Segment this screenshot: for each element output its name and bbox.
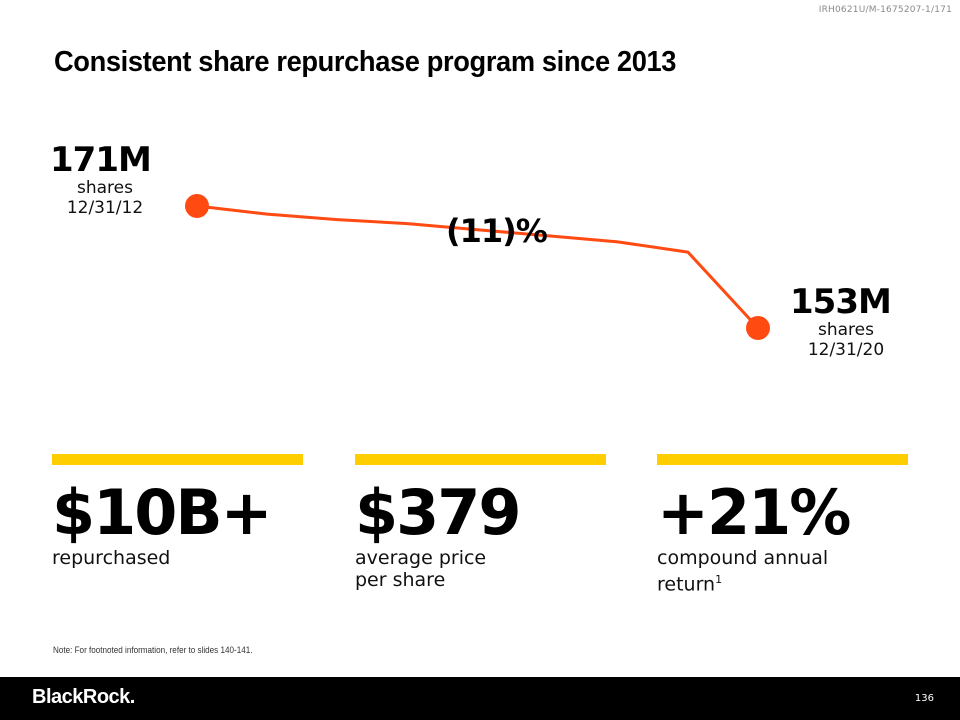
stat-description-line2: return1 xyxy=(657,569,908,595)
end-unit: shares xyxy=(818,320,874,340)
stat-average-price: $379 average price per share xyxy=(355,454,606,591)
end-date: 12/31/20 xyxy=(807,340,885,360)
start-point-label: 171M shares 12/31/12 xyxy=(50,142,160,218)
series-line xyxy=(196,204,760,330)
stat-repurchased: $10B+ repurchased xyxy=(52,454,303,569)
percent-change-label: (11)% xyxy=(446,212,548,250)
accent-bar xyxy=(657,454,908,465)
start-unit: shares xyxy=(77,178,133,198)
footnote-marker: 1 xyxy=(715,573,723,586)
stat-description-text: return xyxy=(657,573,716,596)
accent-bar xyxy=(355,454,606,465)
stat-value: $10B+ xyxy=(52,476,273,549)
stat-description: average price xyxy=(355,547,487,569)
start-date: 12/31/12 xyxy=(66,198,144,218)
stat-value: $379 xyxy=(355,476,522,549)
stat-description-line2: per share xyxy=(355,569,446,591)
footer-bar: BlackRock. 136 xyxy=(0,677,960,720)
stat-value: +21% xyxy=(657,476,851,549)
end-value: 153M xyxy=(790,282,892,322)
accent-bar xyxy=(52,454,303,465)
end-point-marker xyxy=(746,316,770,340)
start-point-marker xyxy=(185,194,209,218)
page-number: 136 xyxy=(914,693,934,704)
blackrock-logo: BlackRock. xyxy=(32,686,135,708)
stat-description: compound annual xyxy=(657,547,829,569)
end-point-label: 153M shares 12/31/20 xyxy=(790,284,902,360)
start-value: 171M xyxy=(50,140,152,180)
document-id: IRH0621U/M-1675207-1/171 xyxy=(818,5,952,15)
footnote-note: Note: For footnoted information, refer t… xyxy=(53,645,253,655)
stat-compound-return: +21% compound annual return1 xyxy=(657,454,908,595)
slide-title: Consistent share repurchase program sinc… xyxy=(54,46,677,78)
stat-description: repurchased xyxy=(52,547,171,569)
